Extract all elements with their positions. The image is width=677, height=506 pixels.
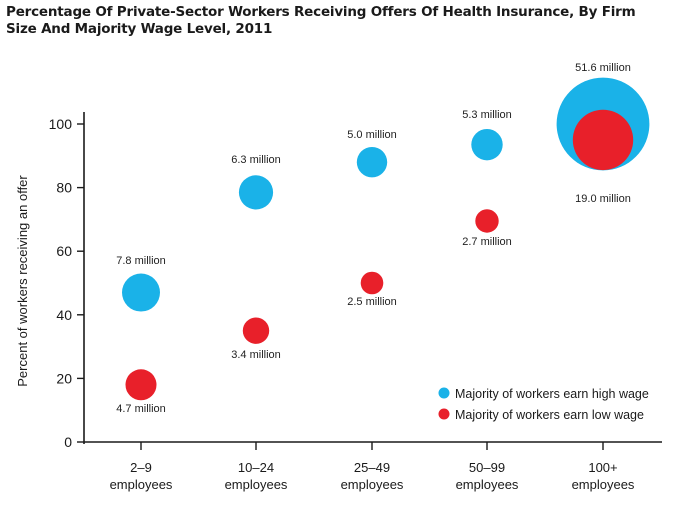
high-wage-bubble — [122, 273, 160, 312]
y-tick-label: 80 — [56, 180, 72, 196]
low-wage-bubble — [360, 271, 384, 295]
x-category-label: 100+ — [588, 460, 617, 475]
low-wage-bubble — [475, 209, 499, 233]
x-category-label: 2–9 — [130, 460, 152, 475]
low-wage-bubble — [242, 317, 270, 344]
y-tick-label: 0 — [64, 434, 72, 450]
high-wage-data-label: 5.3 million — [462, 109, 512, 121]
legend-high-wage-marker — [438, 387, 450, 399]
high-wage-bubble — [471, 128, 503, 161]
low-wage-data-label: 2.5 million — [347, 296, 397, 308]
x-category-label: 25–49 — [354, 460, 390, 475]
y-tick-label: 60 — [56, 243, 72, 259]
low-wage-data-label: 2.7 million — [462, 236, 512, 248]
high-wage-data-label: 5.0 million — [347, 129, 397, 141]
y-tick-label: 100 — [49, 116, 73, 132]
low-wage-data-label: 4.7 million — [116, 403, 166, 415]
y-tick-label: 20 — [56, 370, 72, 386]
x-category-sublabel: employees — [110, 477, 173, 492]
y-axis-title: Percent of workers receiving an offer — [15, 175, 30, 387]
low-wage-bubble — [572, 109, 634, 171]
high-wage-data-label: 7.8 million — [116, 255, 166, 267]
x-category-sublabel: employees — [341, 477, 404, 492]
chart-title: Percentage Of Private-Sector Workers Rec… — [6, 4, 636, 37]
high-wage-bubble — [356, 146, 388, 178]
high-wage-data-label: 51.6 million — [575, 62, 631, 74]
low-wage-data-label: 3.4 million — [231, 349, 281, 361]
y-tick-label: 40 — [56, 307, 72, 323]
low-wage-bubble — [125, 369, 157, 401]
x-category-sublabel: employees — [572, 477, 635, 492]
high-wage-bubble — [238, 175, 274, 210]
x-category-sublabel: employees — [225, 477, 288, 492]
x-category-sublabel: employees — [456, 477, 519, 492]
x-category-label: 50–99 — [469, 460, 505, 475]
low-wage-data-label: 19.0 million — [575, 193, 631, 205]
high-wage-data-label: 6.3 million — [231, 154, 281, 166]
legend-high-wage-label: Majority of workers earn high wage — [455, 387, 649, 401]
x-category-label: 10–24 — [238, 460, 274, 475]
legend-low-wage-label: Majority of workers earn low wage — [455, 408, 644, 422]
legend-low-wage-marker — [438, 408, 450, 420]
